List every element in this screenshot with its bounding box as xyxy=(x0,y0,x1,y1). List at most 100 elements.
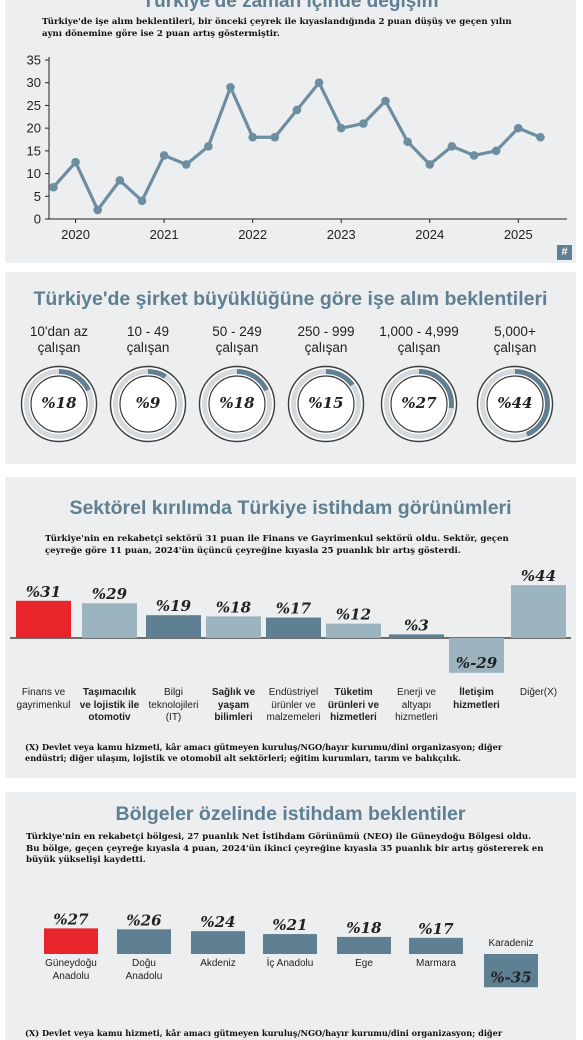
bar xyxy=(117,929,171,954)
ring-caption: 5,000+ çalışan xyxy=(471,324,559,356)
bar-value-label: %3 xyxy=(404,616,429,634)
category-label-line: Tüketim xyxy=(334,687,373,698)
ring-progress xyxy=(113,369,183,439)
category-label-line: hizmetleri xyxy=(453,699,500,711)
ring-value-label: %18 xyxy=(219,394,255,412)
company-size-title: Türkiye'de şirket büyüklüğüne göre işe a… xyxy=(33,288,548,310)
bar xyxy=(511,585,566,638)
category-label-line: Ege xyxy=(355,958,373,969)
data-point xyxy=(226,82,235,92)
ring-inner xyxy=(119,375,177,433)
x-tick-label: 2025 xyxy=(504,227,533,242)
category-label-line: Marmara xyxy=(415,958,456,969)
bar-value-label: %-29 xyxy=(456,654,498,672)
category-label-line: Akdeniz xyxy=(200,958,236,969)
category-label: Endüstriyel ürünler ve malzemeleri xyxy=(262,687,326,725)
category-label-line: İletişim xyxy=(459,687,494,698)
y-tick-label: 0 xyxy=(34,212,41,227)
bar-value-label: %-35 xyxy=(490,968,531,986)
y-tick-label: 5 xyxy=(34,189,41,204)
bar xyxy=(44,928,98,954)
ring-value-label: %44 xyxy=(497,394,533,412)
ring-inner xyxy=(30,375,88,433)
ring-value-label: %9 xyxy=(135,394,161,412)
ring-caption: 50 - 249 çalışan xyxy=(193,324,281,356)
category-label: Taşımacılık ve lojistik ile otomotiv xyxy=(78,687,142,725)
bar xyxy=(326,623,381,638)
data-point xyxy=(336,123,346,133)
x-tick-label: 2020 xyxy=(61,227,90,242)
line-chart-subtitle-line: Türkiye'de işe alım beklentileri, bir ön… xyxy=(42,17,512,27)
hash-badge: # xyxy=(557,245,572,260)
y-tick-label: 15 xyxy=(27,143,41,158)
bar xyxy=(337,936,391,954)
data-point xyxy=(425,160,435,169)
sector-lead: Türkiye'nin en rekabetçi sektörü 31 puan… xyxy=(45,534,565,557)
company-size-rings xyxy=(20,365,554,443)
bar xyxy=(82,603,137,638)
ring-inner xyxy=(297,375,355,433)
ring-caption: 250 - 999 çalışan xyxy=(282,324,370,356)
sector-lead-line: çeyreğe göre 11 puan, 2024'ün üçüncü çey… xyxy=(45,545,461,556)
category-label-line: Güneydoğu xyxy=(45,958,97,969)
data-point xyxy=(292,105,302,115)
ring-progress xyxy=(480,369,550,439)
category-label-line: Anadolu xyxy=(125,970,163,982)
ring-progress xyxy=(202,369,272,439)
region-footnote-line: (X) Devlet veya kamu hizmeti, kâr amacı … xyxy=(25,1028,503,1038)
ring-caption-line: 10'dan az xyxy=(29,324,89,339)
ring-caption-line: çalışan xyxy=(126,340,170,355)
category-label-line: Enerji ve xyxy=(397,687,436,698)
category-label: Finans ve gayrimenkul xyxy=(12,687,76,712)
data-point xyxy=(115,176,125,185)
ring-caption-line: çalışan xyxy=(37,340,81,355)
line-chart-subtitle-line: aynı dönemine göre ise 2 puan artış göst… xyxy=(42,28,280,39)
category-label-line: malzemeleri xyxy=(266,712,321,723)
category-label: İletişim hizmetleri xyxy=(445,687,509,712)
category-label-line: Diğer(X) xyxy=(519,687,558,698)
bar xyxy=(206,616,261,638)
category-label-line: Karadeniz xyxy=(488,937,534,949)
ring-value-label: %15 xyxy=(308,394,344,412)
data-point xyxy=(359,119,368,128)
data-point xyxy=(159,151,169,160)
data-point xyxy=(403,137,412,147)
region-footnote: (X) Devlet veya kamu hizmeti, kâr amacı … xyxy=(25,1028,570,1039)
x-tick-label: 2024 xyxy=(415,227,444,242)
ring-progress xyxy=(384,369,454,439)
data-point xyxy=(204,142,213,151)
category-label-line: Bilgi xyxy=(164,687,183,698)
ring-caption-line: 50 - 249 xyxy=(212,324,262,339)
region-lead-line: Türkiye'nin en rekabetçi bölgesi, 27 pua… xyxy=(26,832,532,842)
bar xyxy=(191,931,245,954)
data-point xyxy=(381,96,390,106)
category-label-line: altyapı xyxy=(401,699,432,711)
data-point xyxy=(71,157,80,167)
ring-caption: 10'dan az çalışan xyxy=(15,324,103,356)
data-point xyxy=(469,151,479,160)
category-label: Enerji ve altyapı hizmetleri xyxy=(385,687,449,725)
category-label: Tüketim ürünleri ve hizmetleri xyxy=(322,687,386,725)
bar xyxy=(389,634,444,638)
bar-value-label: %44 xyxy=(521,567,556,585)
region-lead: Türkiye'nin en rekabetçi bölgesi, 27 pua… xyxy=(26,832,571,867)
x-tick-label: 2022 xyxy=(238,227,267,242)
x-tick-label: 2021 xyxy=(150,227,179,242)
category-label-line: hizmetleri xyxy=(330,712,377,723)
line-chart-title: Türkiye'de zaman içinde değişim xyxy=(142,0,439,12)
bar-value-label: %29 xyxy=(92,585,128,603)
data-point xyxy=(93,205,103,215)
bar xyxy=(409,937,463,954)
bar xyxy=(266,617,321,638)
bar-value-label: %27 xyxy=(53,910,89,928)
category-label-line: Taşımacılık xyxy=(82,687,137,698)
category-label: Bilgi teknolojileri (IT) xyxy=(142,687,206,725)
category-label-line: Doğu xyxy=(132,958,156,969)
y-tick-label: 35 xyxy=(27,53,41,68)
category-label-line: ürünleri ve xyxy=(327,699,380,711)
data-point xyxy=(447,142,457,151)
bar-value-label: %17 xyxy=(276,600,312,618)
ring-caption-line: çalışan xyxy=(397,340,441,355)
data-point xyxy=(314,78,324,88)
